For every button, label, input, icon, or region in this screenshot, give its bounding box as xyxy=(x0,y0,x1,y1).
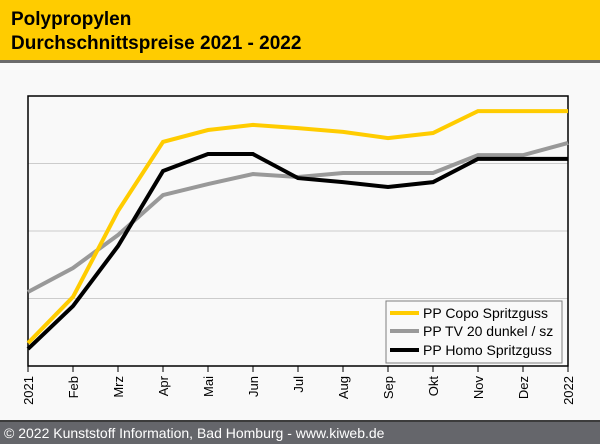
x-tick-label-5: Jun xyxy=(246,376,261,397)
legend-label-copo: PP Copo Spritzguss xyxy=(423,305,548,321)
line-chart: 2021 Feb Mrz Apr Mai Jun Jul Aug Sep Okt Nov Dez 202… xyxy=(21,95,576,405)
x-axis: 2021 Feb Mrz Apr Mai Jun Jul Aug Sep Okt Nov Dez 202… xyxy=(21,366,576,405)
series-line-pp-homo-spritzguss xyxy=(26,152,568,351)
x-tick-label-9: Okt xyxy=(426,376,441,397)
x-tick-label-11: Dez xyxy=(516,376,531,399)
x-tick-label-12: 2022 xyxy=(561,376,576,405)
x-tick-label-1: Feb xyxy=(66,376,81,398)
copyright-footer: © 2022 Kunststoff Information, Bad Hombu… xyxy=(0,420,600,444)
x-tick-label-10: Nov xyxy=(471,376,486,400)
series-lines xyxy=(26,109,569,351)
x-tick-label-4: Mai xyxy=(201,376,216,397)
legend: PP Copo Spritzguss PP TV 20 dunkel / sz … xyxy=(385,300,563,364)
legend-label-homo: PP Homo Spritzguss xyxy=(423,342,552,358)
gridlines xyxy=(28,163,568,299)
legend-label-tv20: PP TV 20 dunkel / sz xyxy=(423,323,553,339)
x-tick-label-0: 2021 xyxy=(21,376,36,405)
chart-title: Polypropylen xyxy=(11,9,132,30)
series-line-pp-tv-20-dunkel-sz xyxy=(27,141,569,294)
series-line-pp-copo-spritzguss xyxy=(26,109,568,345)
x-tick-label-3: Apr xyxy=(156,375,171,396)
copyright-text: © 2022 Kunststoff Information, Bad Hombu… xyxy=(4,425,385,441)
chart-header: Polypropylen Durchschnittspreise 2021 - … xyxy=(0,0,600,63)
x-tick-label-2: Mrz xyxy=(111,376,126,398)
x-tick-label-6: Jul xyxy=(291,376,306,393)
x-tick-label-8: Sep xyxy=(381,376,396,399)
x-tick-label-7: Aug xyxy=(336,376,351,399)
chart-subtitle: Durchschnittspreise 2021 - 2022 xyxy=(11,33,302,54)
